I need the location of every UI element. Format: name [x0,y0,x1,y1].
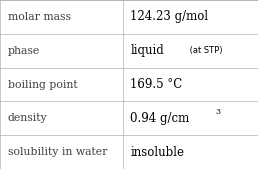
Text: (at STP): (at STP) [187,46,223,55]
Text: 124.23 g/mol: 124.23 g/mol [130,10,208,23]
Text: liquid: liquid [130,44,164,57]
Text: molar mass: molar mass [8,12,71,22]
Text: 0.94 g/cm: 0.94 g/cm [130,112,190,125]
Text: boiling point: boiling point [8,79,77,90]
Text: solubility in water: solubility in water [8,147,107,157]
Text: insoluble: insoluble [130,146,184,159]
Text: 169.5 °C: 169.5 °C [130,78,183,91]
Text: density: density [8,113,47,123]
Text: 3: 3 [215,108,220,116]
Text: phase: phase [8,46,40,56]
